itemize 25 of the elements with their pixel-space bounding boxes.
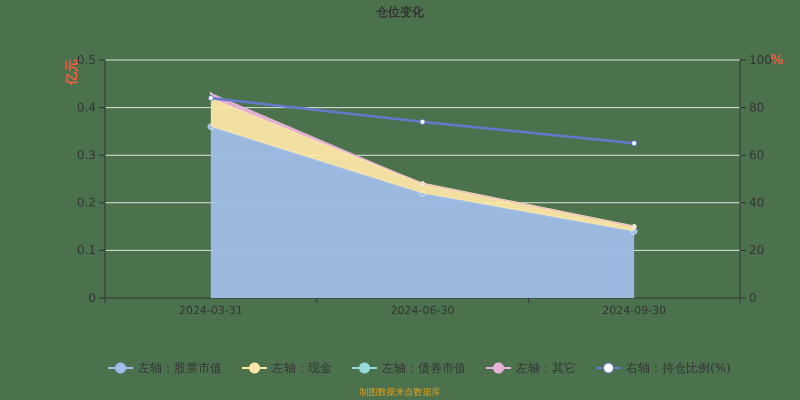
x-tick-label: 2024-09-30 <box>602 304 666 318</box>
text: 制图数据来自数据库 <box>360 387 440 398</box>
y2-tick-label: 40 <box>749 196 764 210</box>
legend-label: 左轴：债券市值 <box>382 361 466 375</box>
chart-title: 仓位变化 <box>375 5 425 19</box>
y-tick-label: 0.1 <box>76 243 96 258</box>
y2-axis-title: % <box>770 53 784 68</box>
y2-tick-label: 0 <box>749 290 757 305</box>
legend-label: 左轴：现金 <box>272 361 332 375</box>
y-tick-label: 0.5 <box>76 52 96 67</box>
point <box>631 140 638 146</box>
y2-tick-label: 20 <box>749 243 764 258</box>
y-tick-label: 0 <box>88 290 96 305</box>
x-tick-label: 2024-06-30 <box>390 304 454 318</box>
point <box>420 118 426 125</box>
legend-label: 左轴：其它 <box>516 361 576 375</box>
y-tick-label: 0.3 <box>76 148 96 162</box>
legend-label: 右轴：持仓比例(%) <box>626 361 731 375</box>
y-tick-label: 0.4 <box>76 100 96 114</box>
legend-label: 左轴：股票市值 <box>138 361 222 375</box>
y2-tick-label: 60 <box>749 148 764 162</box>
y-tick-label: 0.2 <box>76 196 96 210</box>
y2-tick-label: 100 <box>749 52 772 67</box>
y2-tick-label: 80 <box>749 100 764 114</box>
x-tick-label: 2024-03-31 <box>178 304 243 318</box>
